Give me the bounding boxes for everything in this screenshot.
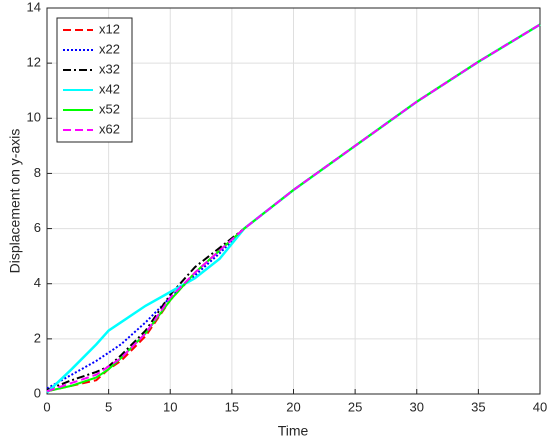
- legend-label: x52: [99, 101, 120, 116]
- x-tick-label: 10: [163, 399, 177, 414]
- legend-label: x32: [99, 61, 120, 76]
- x-tick-label: 30: [410, 399, 424, 414]
- x-tick-label: 15: [225, 399, 239, 414]
- y-tick-label: 4: [34, 275, 41, 290]
- y-tick-label: 12: [27, 55, 41, 70]
- legend-label: x62: [99, 121, 120, 136]
- legend-label: x22: [99, 41, 120, 56]
- x-tick-label: 0: [43, 399, 50, 414]
- axes-box: [46, 7, 541, 395]
- x-tick-label: 5: [105, 399, 112, 414]
- y-tick-label: 6: [34, 220, 41, 235]
- x-tick-label: 20: [286, 399, 300, 414]
- x-tick-label: 25: [348, 399, 362, 414]
- y-tick-label: 10: [27, 110, 41, 125]
- x-tick-label: 40: [533, 399, 547, 414]
- series-line: [46, 23, 541, 393]
- x-axis-label: Time: [278, 423, 309, 439]
- x-tick-label: 35: [471, 399, 485, 414]
- y-tick-label: 8: [34, 165, 41, 180]
- y-tick-label: 2: [34, 330, 41, 345]
- y-tick-label: 14: [27, 0, 41, 14]
- legend-box: [56, 17, 133, 143]
- legend-label: x12: [99, 21, 120, 36]
- y-axis-label: Displacement on y-axis: [7, 129, 23, 274]
- legend-label: x42: [99, 81, 120, 96]
- y-tick-label: 0: [34, 385, 41, 400]
